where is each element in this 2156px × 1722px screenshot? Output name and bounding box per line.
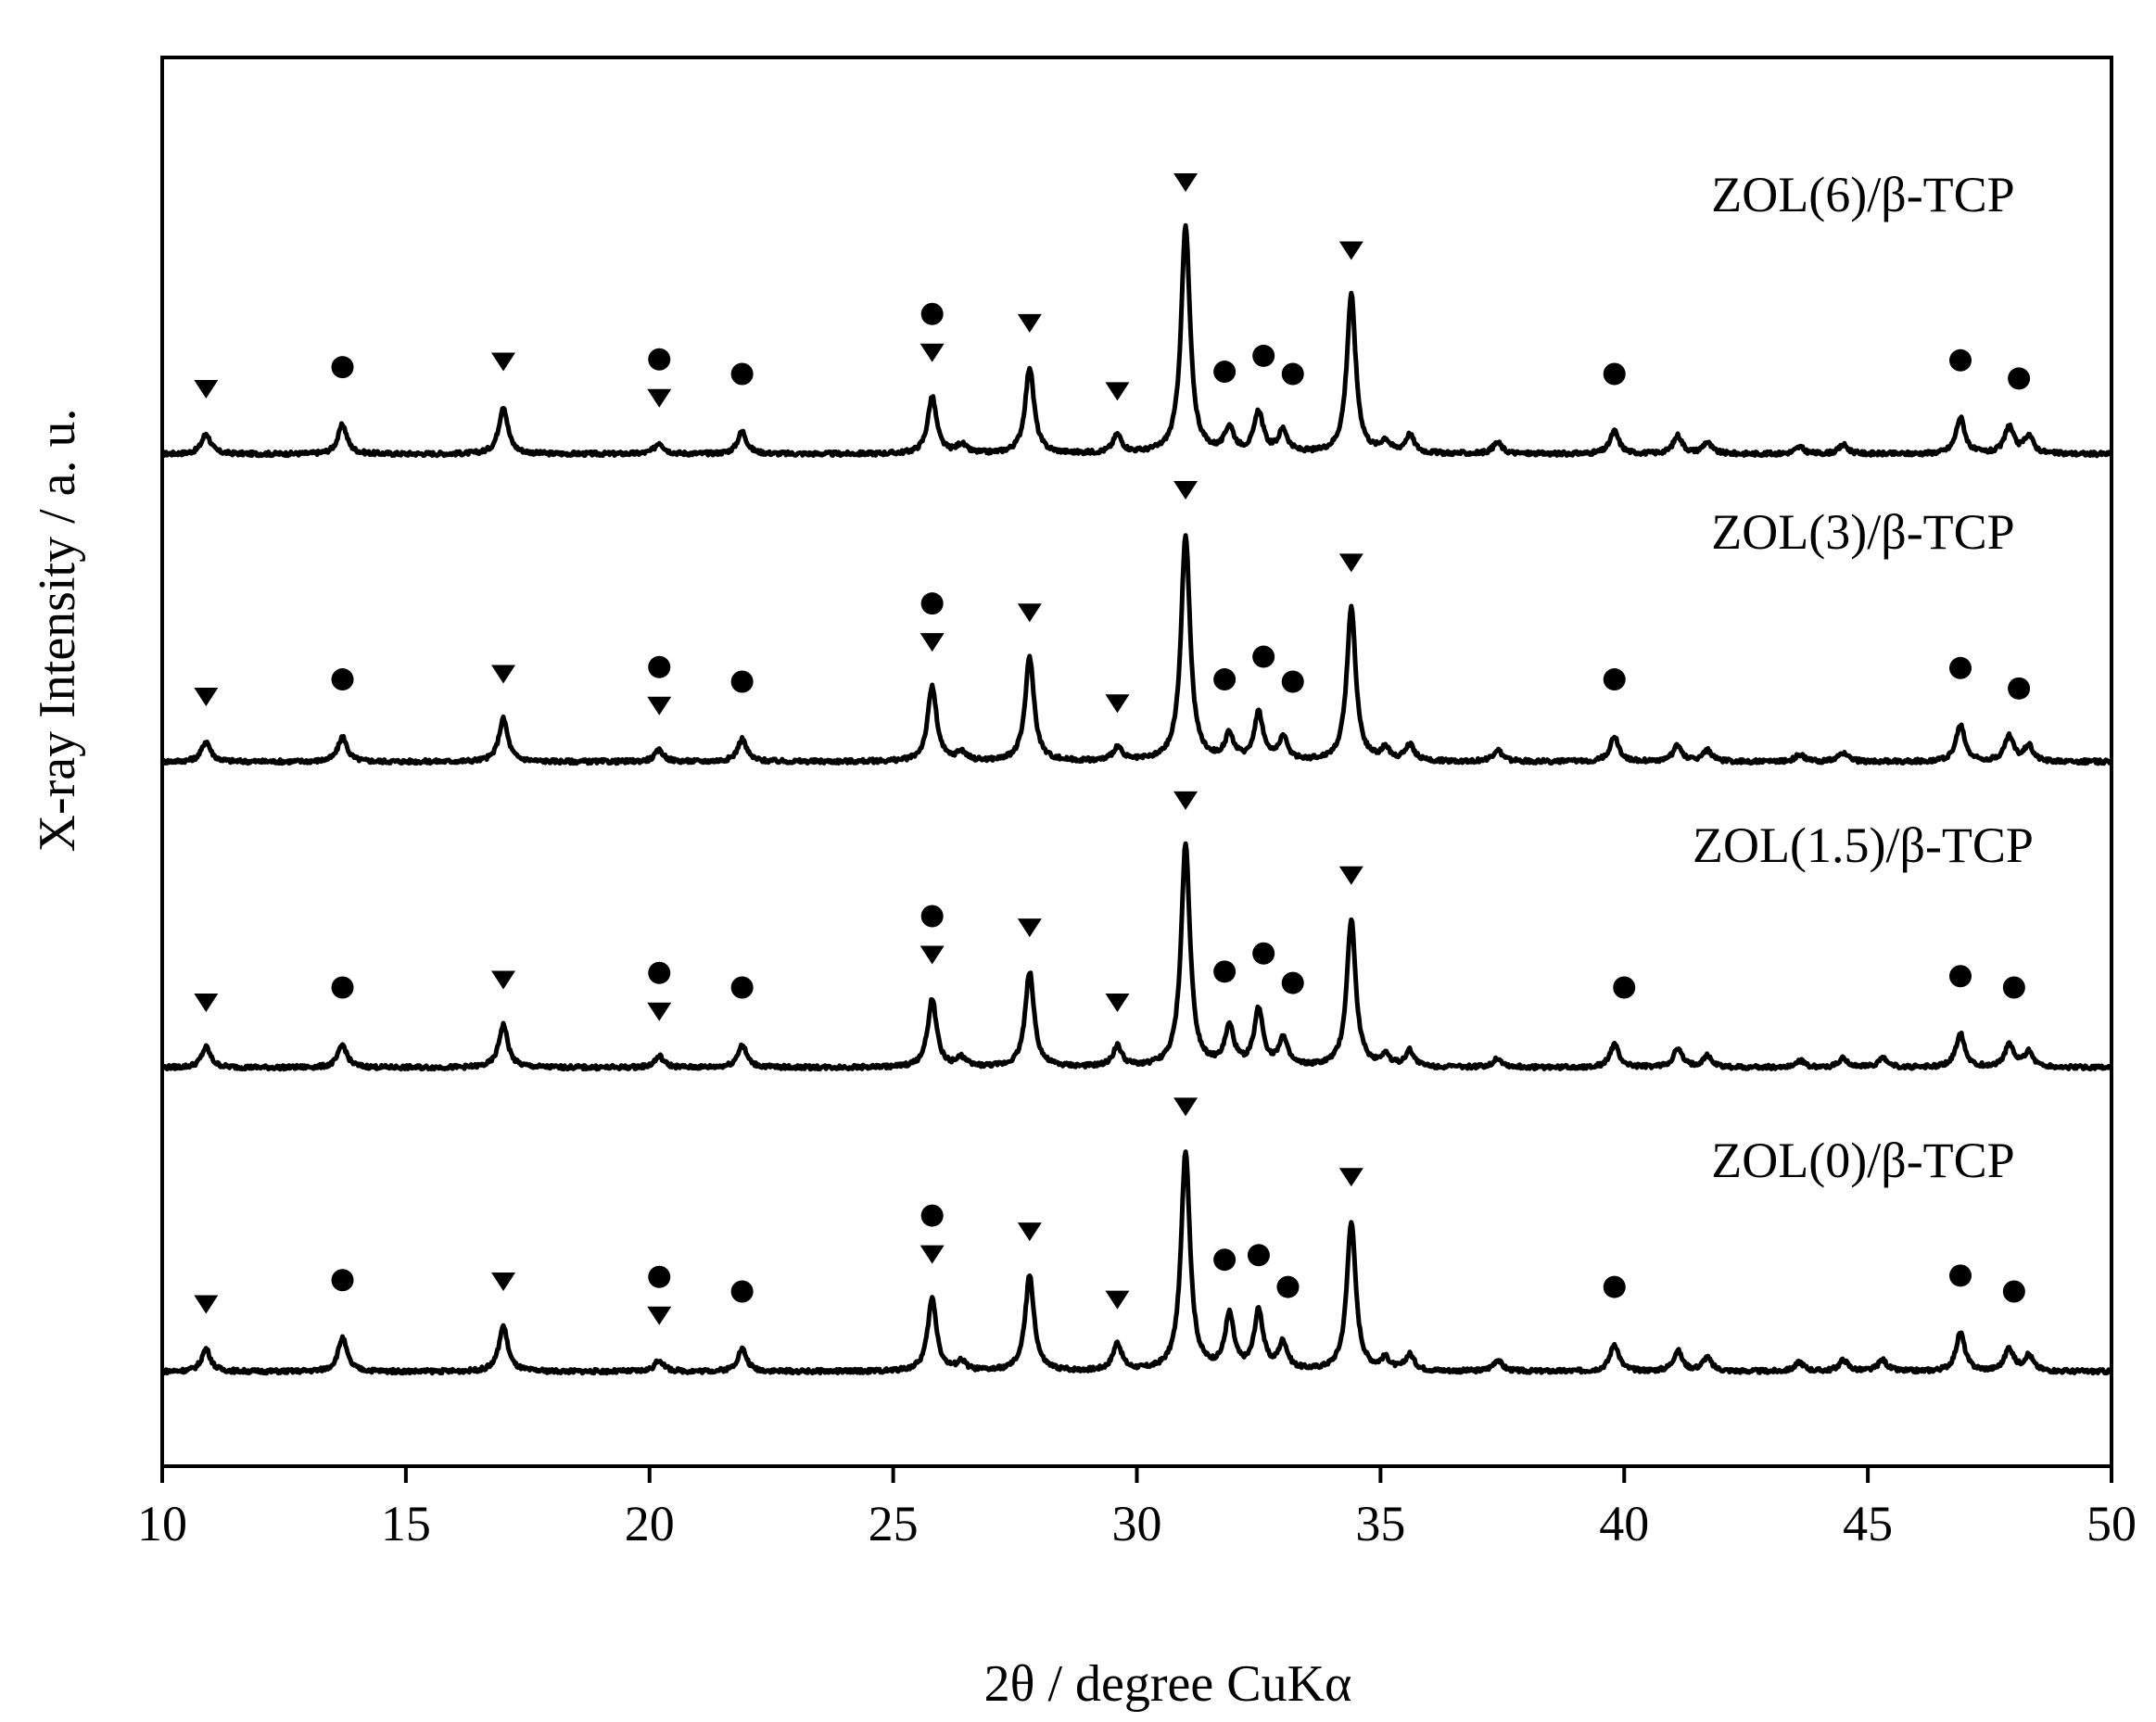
circle-marker bbox=[730, 362, 754, 386]
circle-marker bbox=[1252, 344, 1275, 367]
triangle-marker bbox=[491, 1273, 516, 1291]
series-label: ZOL(1.5)/β-TCP bbox=[1693, 817, 2034, 873]
x-axis-title: 2θ / degree CuKα bbox=[984, 1655, 1352, 1713]
circle-marker bbox=[648, 348, 671, 371]
circle-marker bbox=[730, 976, 754, 999]
triangle-marker bbox=[194, 1295, 219, 1314]
series-label: ZOL(3)/β-TCP bbox=[1711, 504, 2014, 560]
x-tick-label: 20 bbox=[625, 1496, 675, 1551]
triangle-marker bbox=[1105, 694, 1130, 714]
circle-marker bbox=[648, 655, 671, 678]
circle-marker bbox=[920, 302, 944, 325]
circle-marker bbox=[1281, 670, 1304, 693]
circle-marker bbox=[331, 356, 354, 379]
circle-marker bbox=[2002, 976, 2025, 999]
circle-marker bbox=[1949, 656, 1972, 679]
circle-marker bbox=[1252, 942, 1275, 965]
circle-marker bbox=[1281, 362, 1304, 386]
circle-marker bbox=[1949, 348, 1972, 372]
triangle-marker bbox=[647, 696, 672, 715]
circle-marker bbox=[331, 1269, 354, 1292]
circle-marker bbox=[730, 670, 754, 693]
triangle-marker bbox=[1338, 866, 1363, 885]
x-tick-label: 40 bbox=[1599, 1496, 1649, 1551]
circle-marker bbox=[2008, 677, 2031, 700]
x-tick-label: 15 bbox=[381, 1496, 431, 1551]
triangle-marker bbox=[1017, 603, 1042, 623]
triangle-marker bbox=[1338, 553, 1363, 573]
triangle-marker bbox=[194, 379, 219, 399]
x-tick-label: 10 bbox=[137, 1496, 187, 1551]
circle-marker bbox=[2002, 1280, 2025, 1303]
x-axis-ticks: 10 15 20 25 30 35 40 45 50 bbox=[137, 1466, 2137, 1551]
x-tick-label: 50 bbox=[2086, 1496, 2137, 1551]
series-line-1 bbox=[160, 222, 2114, 459]
x-tick-label: 30 bbox=[1112, 1496, 1162, 1551]
triangle-marker bbox=[194, 993, 219, 1012]
circle-marker bbox=[1252, 645, 1275, 668]
triangle-marker bbox=[1173, 791, 1198, 810]
triangle-marker bbox=[1105, 1290, 1130, 1310]
circle-marker bbox=[331, 976, 354, 999]
triangle-marker bbox=[1173, 1097, 1198, 1117]
series-labels: ZOL(6)/β-TCP ZOL(3)/β-TCP ZOL(1.5)/β-TCP ZO… bbox=[1693, 167, 2034, 1188]
circle-marker bbox=[1213, 361, 1237, 384]
x-tick-label: 35 bbox=[1355, 1496, 1405, 1551]
circle-marker bbox=[920, 905, 944, 928]
circle-marker bbox=[1603, 362, 1626, 386]
series-label: ZOL(0)/β-TCP bbox=[1711, 1133, 2014, 1188]
series-line-4 bbox=[160, 1149, 2113, 1376]
triangle-marker bbox=[491, 665, 516, 684]
circle-marker bbox=[1949, 1264, 1972, 1287]
circle-marker bbox=[2008, 367, 2031, 390]
circle-marker bbox=[920, 592, 944, 615]
circle-marker bbox=[1213, 960, 1237, 983]
circle-marker bbox=[1949, 965, 1972, 988]
circle-marker bbox=[1281, 971, 1304, 994]
series-line-2 bbox=[159, 533, 2113, 766]
triangle-marker bbox=[1173, 481, 1198, 500]
triangle-marker bbox=[919, 343, 945, 362]
triangle-marker bbox=[919, 633, 945, 652]
series-line-3 bbox=[159, 841, 2114, 1072]
circle-marker bbox=[648, 1265, 671, 1288]
x-tick-label: 25 bbox=[869, 1496, 919, 1551]
peak-markers bbox=[194, 173, 2031, 1325]
circle-marker bbox=[331, 668, 354, 691]
circle-marker bbox=[1213, 1248, 1237, 1272]
triangle-marker bbox=[1173, 173, 1198, 192]
triangle-marker bbox=[1017, 313, 1042, 333]
triangle-marker bbox=[194, 687, 219, 706]
triangle-marker bbox=[491, 352, 516, 372]
circle-marker bbox=[1213, 668, 1237, 691]
triangle-marker bbox=[1105, 993, 1130, 1012]
triangle-marker bbox=[647, 1306, 672, 1325]
triangle-marker bbox=[647, 1002, 672, 1021]
x-tick-label: 45 bbox=[1843, 1496, 1893, 1551]
circle-marker bbox=[730, 1280, 754, 1303]
triangle-marker bbox=[1338, 1168, 1363, 1187]
triangle-marker bbox=[1017, 1222, 1042, 1242]
circle-marker bbox=[1603, 668, 1626, 691]
xrd-patterns bbox=[159, 222, 2114, 1376]
y-axis-title: X-ray Intensity / a. u. bbox=[29, 409, 86, 853]
triangle-marker bbox=[1338, 241, 1363, 260]
triangle-marker bbox=[919, 945, 945, 965]
series-label: ZOL(6)/β-TCP bbox=[1711, 167, 2014, 222]
circle-marker bbox=[1276, 1275, 1300, 1298]
triangle-marker bbox=[647, 388, 672, 408]
triangle-marker bbox=[1017, 918, 1042, 938]
triangle-marker bbox=[491, 970, 516, 990]
circle-marker bbox=[1603, 1275, 1626, 1298]
triangle-marker bbox=[1105, 382, 1130, 401]
circle-marker bbox=[1613, 976, 1636, 999]
circle-marker bbox=[1247, 1244, 1270, 1267]
circle-marker bbox=[920, 1204, 944, 1227]
triangle-marker bbox=[919, 1245, 945, 1264]
circle-marker bbox=[648, 961, 671, 984]
